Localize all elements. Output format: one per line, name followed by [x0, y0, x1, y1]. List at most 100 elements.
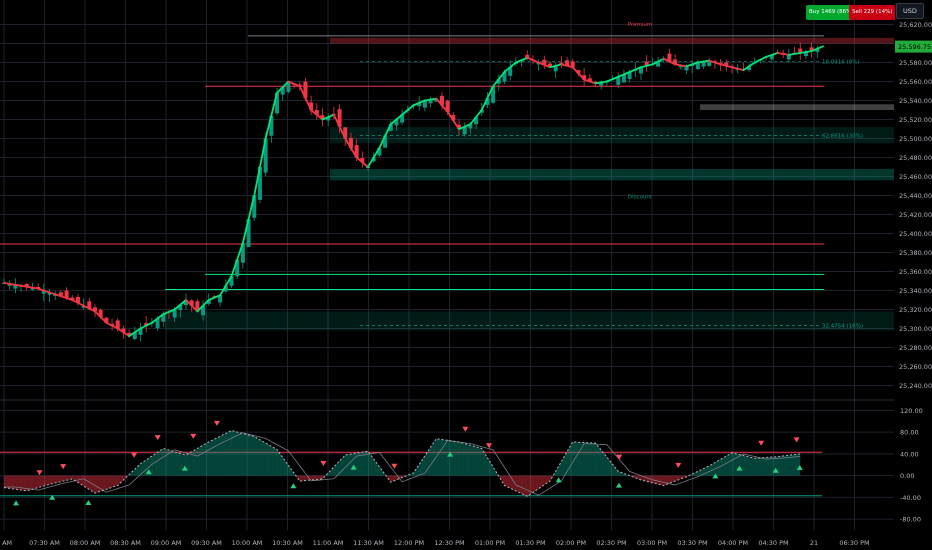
sell-signal-marker — [131, 452, 138, 458]
candle-up — [786, 54, 791, 60]
price-tick-label: 25,580.00 — [899, 59, 932, 67]
candle-down — [121, 328, 126, 333]
osc-tick-label: 0.00 — [900, 472, 914, 480]
trend-line-segment — [367, 147, 381, 168]
osc-fill — [641, 475, 644, 481]
osc-fill — [490, 462, 494, 476]
osc-fill — [257, 438, 260, 476]
sell-signal-marker — [213, 420, 220, 426]
currency-selector[interactable]: USD — [896, 3, 924, 19]
sell-signal-marker — [675, 462, 682, 468]
candle-up — [132, 332, 137, 340]
candle-up — [246, 219, 251, 248]
osc-fill — [484, 453, 488, 476]
osc-fill — [131, 469, 135, 476]
osc-tick-label: 80.00 — [900, 429, 919, 437]
time-tick-label: 02:00 PM — [556, 539, 586, 547]
osc-fill — [83, 475, 87, 488]
osc-fill — [419, 460, 423, 476]
osc-fill — [501, 475, 505, 486]
premium-zone — [330, 37, 894, 44]
osc-fill — [43, 475, 47, 486]
osc-fill — [393, 475, 397, 482]
osc-fill — [288, 465, 292, 476]
osc-fill — [291, 469, 295, 476]
osc-fill — [524, 475, 528, 497]
osc-fill — [21, 475, 24, 491]
candle-up — [616, 76, 621, 85]
candle-up — [235, 259, 240, 277]
osc-fill — [311, 475, 314, 480]
trend-line-segment — [196, 299, 210, 313]
osc-fill — [197, 446, 201, 476]
osc-fill — [788, 454, 792, 476]
osc-fill — [333, 463, 337, 476]
osc-fill — [663, 475, 667, 486]
osc-fill — [581, 442, 585, 476]
candle-down — [667, 53, 672, 62]
osc-fill — [402, 475, 405, 478]
osc-fill — [541, 475, 545, 487]
trend-line-segment — [128, 327, 142, 338]
time-tick-label: 03:00 PM — [637, 539, 667, 547]
osc-fill — [530, 475, 533, 495]
candle-up — [502, 72, 507, 82]
buy-signal-marker — [447, 451, 454, 457]
trend-line-segment — [264, 92, 278, 140]
osc-fill — [120, 475, 124, 483]
time-tick-label: 01:00 PM — [475, 539, 505, 547]
trend-line-segment — [514, 56, 529, 64]
osc-fill — [430, 442, 434, 476]
candle-up — [695, 62, 700, 70]
trend-line-segment — [230, 242, 244, 278]
osc-fill — [584, 442, 587, 476]
osc-fill — [464, 443, 468, 476]
osc-fill — [285, 461, 289, 476]
trend-line-segment — [549, 63, 563, 69]
candle-up — [263, 138, 268, 173]
candle-down — [93, 307, 97, 312]
candle-up — [155, 318, 160, 329]
osc-fill — [675, 475, 678, 482]
osc-fill — [154, 452, 158, 476]
osc-fill — [6, 475, 10, 489]
osc-fill — [365, 451, 368, 476]
candle-up — [468, 124, 473, 129]
osc-fill — [220, 434, 223, 476]
candle-up — [240, 243, 245, 263]
osc-fill — [254, 436, 258, 476]
price-tick-label: 25,320.00 — [899, 306, 932, 314]
osc-fill — [598, 446, 602, 476]
osc-fill — [737, 454, 741, 476]
candle-down — [144, 323, 149, 326]
candle-up — [172, 309, 177, 318]
osc-fill — [447, 440, 451, 476]
osc-fill — [732, 452, 735, 476]
candle-down — [451, 115, 456, 121]
candle-up — [41, 290, 46, 294]
sell-signal-marker — [60, 464, 67, 470]
candle-up — [639, 67, 643, 74]
trend-line-segment — [219, 275, 233, 297]
sell-signal-marker — [36, 470, 43, 476]
candle-down — [189, 300, 194, 306]
osc-fill — [151, 454, 155, 476]
osc-fill — [46, 475, 50, 486]
osc-fill — [632, 475, 636, 478]
osc-fill — [259, 439, 263, 476]
osc-fill — [342, 455, 346, 476]
time-tick-label: 09:00 AM — [151, 539, 182, 547]
osc-fill — [555, 466, 559, 476]
osc-fill — [171, 450, 175, 476]
osc-fill — [186, 453, 189, 476]
osc-fill — [561, 456, 565, 476]
osc-fill — [208, 440, 212, 476]
osc-fill — [487, 457, 491, 476]
candle-up — [257, 167, 262, 200]
osc-main-line — [3, 430, 801, 497]
osc-fill — [168, 450, 172, 476]
trend-line-segment — [287, 80, 301, 88]
discount-zone-label: Discount — [628, 194, 653, 200]
candle-down — [809, 47, 814, 52]
